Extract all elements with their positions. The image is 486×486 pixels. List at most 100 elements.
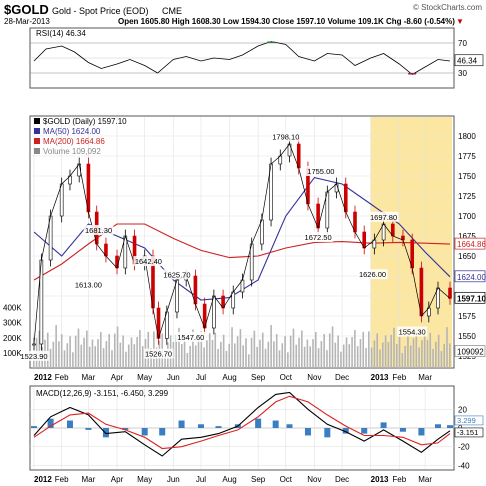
x-tick-label: Apr bbox=[111, 373, 124, 382]
volume-bar bbox=[55, 325, 57, 368]
price-tick-label: 1650 bbox=[458, 252, 476, 261]
volume-bar bbox=[317, 348, 320, 368]
price-annotation: 1697.80 bbox=[370, 213, 397, 222]
legend-swatch bbox=[34, 118, 40, 124]
volume-bar bbox=[102, 348, 105, 368]
volume-tick-label: 400K bbox=[3, 304, 22, 313]
macd-histogram-bar bbox=[399, 428, 406, 432]
price-annotation: 1554.30 bbox=[399, 328, 426, 337]
volume-bar bbox=[390, 334, 392, 368]
volume-bar bbox=[351, 337, 353, 368]
volume-bar bbox=[58, 341, 60, 368]
macd-histogram-bar bbox=[31, 426, 37, 428]
volume-tick-label: 200K bbox=[3, 334, 22, 343]
x-tick-label: Aug bbox=[222, 373, 236, 382]
volume-bar bbox=[46, 332, 49, 368]
macd-histogram-bar bbox=[66, 420, 73, 428]
macd-histogram-bar bbox=[304, 428, 311, 436]
macd-histogram-bar bbox=[122, 428, 129, 430]
volume-bar bbox=[340, 351, 342, 368]
macd-histogram-bar bbox=[215, 426, 222, 428]
candle-body bbox=[260, 219, 264, 245]
volume-bar bbox=[306, 339, 309, 368]
volume-bar bbox=[328, 333, 331, 368]
macd-histogram-bar bbox=[447, 425, 453, 428]
volume-bar bbox=[222, 334, 225, 368]
volume-bar bbox=[136, 337, 138, 368]
volume-bar bbox=[250, 337, 253, 368]
rsi-overbought-fill bbox=[267, 41, 276, 43]
macd-last-tag-text: -3.151 bbox=[457, 428, 478, 437]
macd-histogram-bar bbox=[159, 428, 166, 436]
volume-bar bbox=[342, 344, 345, 368]
volume-bar bbox=[256, 346, 258, 368]
volume-bar bbox=[242, 345, 244, 368]
macd-tick-label: -20 bbox=[458, 443, 470, 452]
volume-bar bbox=[292, 328, 295, 368]
volume-bar bbox=[270, 325, 272, 368]
volume-bar bbox=[113, 333, 116, 368]
macd-tick-label: 20 bbox=[458, 405, 467, 414]
ticker: $GOLD bbox=[4, 2, 49, 17]
legend-entry: $GOLD (Daily) 1597.10 bbox=[43, 117, 127, 126]
volume-bar bbox=[72, 352, 74, 368]
annotation-box bbox=[175, 331, 206, 342]
ma50-price-tag-text: 1624.00 bbox=[457, 273, 486, 282]
volume-bar bbox=[60, 334, 63, 368]
volume-bar bbox=[245, 338, 247, 368]
x-tick-label: Oct bbox=[280, 475, 293, 484]
volume-bar bbox=[429, 332, 432, 368]
volume-bar bbox=[281, 343, 284, 368]
price-tick-label: 1550 bbox=[458, 332, 476, 341]
volume-bar bbox=[189, 345, 191, 368]
volume-bar bbox=[236, 336, 239, 368]
volume-bar bbox=[164, 349, 166, 368]
volume-bar bbox=[289, 335, 292, 368]
price-annotation: 1523.90 bbox=[20, 352, 47, 361]
volume-bar bbox=[116, 326, 119, 368]
price-annotation: 1681.30 bbox=[85, 226, 112, 235]
price-tick-label: 1800 bbox=[458, 132, 476, 141]
volume-bar bbox=[376, 333, 379, 368]
volume-bar bbox=[105, 341, 108, 368]
volume-bar bbox=[314, 332, 317, 368]
x-tick-label: Apr bbox=[111, 475, 124, 484]
volume-bar bbox=[381, 342, 384, 368]
x-tick-label: Oct bbox=[280, 373, 293, 382]
volume-bar bbox=[206, 340, 208, 368]
macd-hist-tag-text: 3.299 bbox=[457, 416, 476, 425]
volume-bar bbox=[362, 331, 365, 368]
volume-bar bbox=[295, 344, 298, 368]
legend-entry: MA(50) 1624.00 bbox=[43, 127, 101, 136]
ma200-price-tag-text: 1664.86 bbox=[457, 240, 486, 249]
volume-bar bbox=[401, 353, 404, 368]
volume-bar bbox=[49, 348, 52, 368]
volume-bar bbox=[278, 350, 281, 368]
volume-bar bbox=[239, 329, 242, 368]
annotation-box bbox=[303, 232, 334, 242]
candle-body bbox=[59, 183, 64, 217]
price-tick-label: 1750 bbox=[458, 172, 476, 181]
volume-bar bbox=[359, 338, 362, 368]
volume-bar bbox=[94, 346, 97, 368]
close-price-tag bbox=[454, 291, 486, 304]
volume-bar bbox=[52, 341, 55, 368]
change-arrow-icon: ▼ bbox=[456, 17, 464, 26]
macd-histogram-bar bbox=[197, 424, 204, 428]
volume-bar bbox=[426, 339, 429, 368]
x-tick-label: Dec bbox=[335, 475, 349, 484]
macd-histogram-bar bbox=[141, 428, 148, 436]
legend-entry: MA(200) 1664.86 bbox=[43, 137, 105, 146]
legend-swatch bbox=[34, 128, 40, 134]
volume-bar bbox=[234, 343, 236, 368]
volume-bar bbox=[354, 329, 356, 368]
macd-histogram-bar bbox=[380, 422, 387, 428]
annotation-box bbox=[357, 269, 388, 280]
volume-bar bbox=[259, 339, 261, 368]
price-annotation: 1672.50 bbox=[305, 233, 332, 242]
x-tick-label: Dec bbox=[335, 373, 349, 382]
volume-bar bbox=[63, 350, 66, 368]
price-tick-label: 1675 bbox=[458, 232, 476, 241]
volume-tick-label: 100K bbox=[3, 349, 22, 358]
volume-bar bbox=[337, 335, 339, 368]
